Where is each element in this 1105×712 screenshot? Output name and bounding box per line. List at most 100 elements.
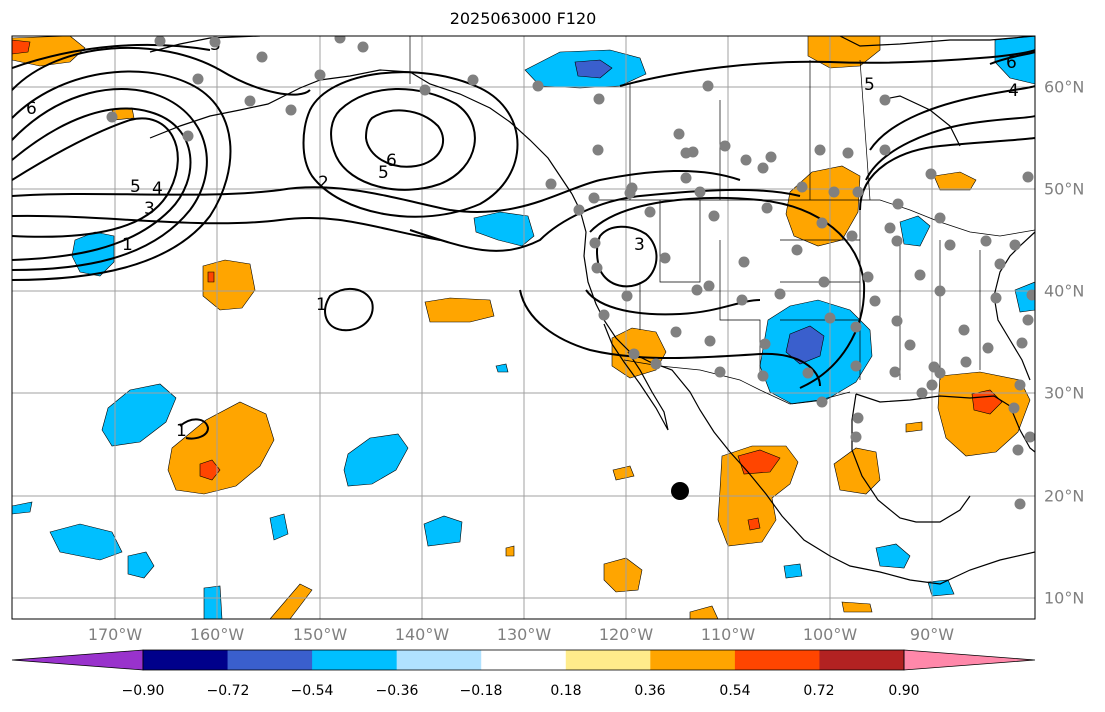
contour-label: 1: [122, 235, 133, 255]
station-dot: [1016, 337, 1028, 349]
map-title: 2025063000 F120: [449, 9, 597, 28]
coastline-west-us: [571, 193, 1035, 585]
station-dot: [914, 269, 926, 281]
contour-line: [865, 115, 1035, 181]
station-dot: [958, 324, 970, 336]
station-dot: [209, 36, 221, 48]
shade-blob: [933, 171, 977, 191]
station-dot: [702, 80, 714, 92]
shade-blob: [785, 325, 825, 365]
station-dot: [960, 356, 972, 368]
station-dot: [545, 178, 557, 190]
shade-blob: [927, 579, 955, 597]
station-dot: [892, 198, 904, 210]
contour-label: 3: [144, 199, 155, 219]
lat-label: 40°N: [1044, 281, 1085, 301]
shade-blob: [269, 583, 313, 619]
colorbar-extend-left: [11, 649, 144, 671]
contour-line: [12, 46, 311, 96]
station-dot: [757, 162, 769, 174]
contour-label: 5: [378, 163, 389, 183]
contour-line: [12, 107, 192, 261]
station-dot: [621, 290, 633, 302]
shade-blob: [505, 545, 515, 557]
station-dot: [588, 192, 600, 204]
border-provinces: [629, 59, 871, 201]
station-dot: [828, 186, 840, 198]
station-dot: [573, 204, 585, 216]
colorbar-segment: [819, 650, 905, 670]
colorbar-segment: [143, 650, 229, 670]
contour-line: [179, 418, 210, 440]
contour-line: [12, 43, 211, 69]
station-dot: [740, 154, 752, 166]
station-dot: [852, 186, 864, 198]
station-dot: [738, 256, 750, 268]
lon-label: 170°W: [87, 625, 143, 644]
coastline-alaska: [149, 69, 573, 195]
contour-line: [12, 70, 232, 281]
shade-blob: [167, 401, 275, 495]
station-dot: [1012, 444, 1024, 456]
station-dot: [650, 358, 662, 370]
shade-blob: [495, 363, 509, 373]
shade-blob: [574, 59, 613, 79]
station-dot: [884, 222, 896, 234]
station-dot: [1008, 402, 1020, 414]
station-dot: [889, 366, 901, 378]
station-dot: [816, 396, 828, 408]
station-dot: [757, 370, 769, 382]
shade-blob: [423, 515, 463, 547]
lon-label: 140°W: [394, 625, 450, 644]
lat-label: 50°N: [1044, 179, 1085, 199]
shade-blob: [127, 551, 155, 579]
contour-label: 5: [130, 177, 141, 197]
colorbar-tick-label: 0.90: [888, 683, 920, 699]
lat-label: 20°N: [1044, 486, 1085, 506]
station-dot: [944, 239, 956, 251]
shade-blob: [49, 523, 123, 561]
station-dot: [591, 262, 603, 274]
lat-label: 30°N: [1044, 383, 1085, 403]
colorbar: [11, 649, 1036, 671]
colorbar-segment: [312, 650, 398, 670]
station-dot: [589, 237, 601, 249]
station-dot: [761, 202, 773, 214]
lat-label: 60°N: [1044, 77, 1085, 97]
shade-blob: [612, 465, 635, 481]
station-dot: [680, 147, 692, 159]
station-dot: [532, 80, 544, 92]
station-dot: [982, 342, 994, 354]
shade-blob: [737, 449, 781, 475]
contour-line: [596, 225, 658, 288]
shade-blob: [343, 433, 409, 487]
contour-line: [12, 170, 741, 213]
contour-line: [324, 287, 374, 332]
station-dot: [934, 212, 946, 224]
contour-line: [330, 88, 476, 191]
shade-blob: [202, 259, 256, 311]
colorbar-tick-label: −0.72: [206, 683, 250, 699]
station-dot: [357, 41, 369, 53]
shade-blob: [833, 447, 881, 495]
shade-blob: [875, 543, 911, 569]
lat-label: 10°N: [1044, 588, 1085, 608]
lon-label: 110°W: [700, 625, 756, 644]
station-dot: [593, 93, 605, 105]
colorbar-frame: [142, 649, 905, 671]
station-dot: [814, 144, 826, 156]
station-dot: [850, 321, 862, 333]
contour-line: [364, 109, 444, 168]
shade-blob: [203, 585, 223, 619]
lon-label: 120°W: [598, 625, 654, 644]
station-dot: [154, 36, 166, 47]
contour-labels: 6 5 4 3 1 2 6 5 3 1 1 5 4 6 3: [26, 36, 1019, 441]
shade-blob: [101, 383, 177, 447]
contour-label: 6: [386, 151, 397, 171]
coastline-canada-east: [839, 36, 1035, 47]
station-dot: [1022, 314, 1034, 326]
station-dot: [934, 367, 946, 379]
station-dot: [842, 147, 854, 159]
shade-blob: [12, 39, 31, 55]
